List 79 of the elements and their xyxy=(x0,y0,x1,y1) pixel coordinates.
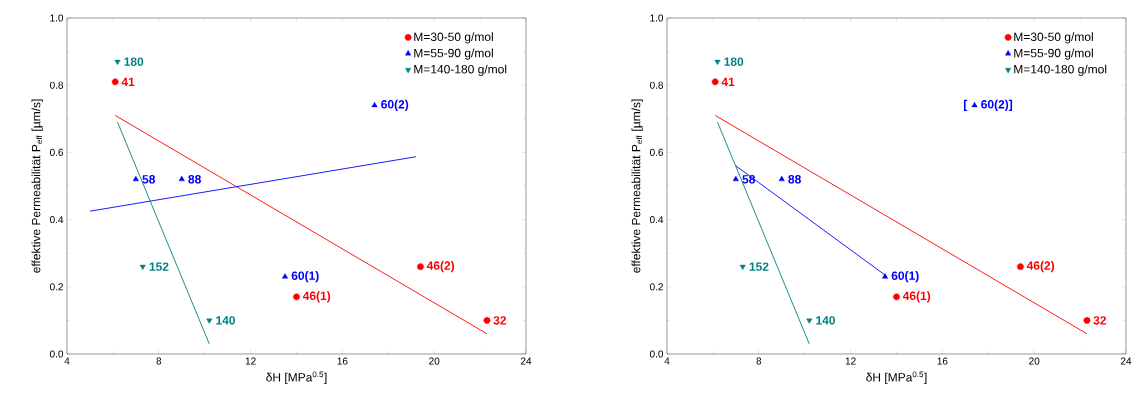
y-tick-label: 0.2 xyxy=(649,283,663,291)
point xyxy=(293,293,300,301)
x-tick-label: 20 xyxy=(1029,357,1040,365)
x-tick-label: 4 xyxy=(664,357,670,365)
annotation: 46(2) xyxy=(426,261,455,273)
point xyxy=(739,264,746,271)
y-tick-label: 0.8 xyxy=(649,81,664,89)
point xyxy=(417,263,424,271)
x-tick-label: 16 xyxy=(337,357,348,365)
legend-label: M=30-50 g/mol xyxy=(1014,32,1093,44)
legend-label: M=140-180 g/mol xyxy=(1014,64,1107,76)
x-tick-label: 8 xyxy=(156,357,162,365)
y-tick-label: 0.0 xyxy=(49,350,64,358)
point xyxy=(711,78,719,86)
annotation: [ xyxy=(964,99,968,111)
y-tick-label: 0.4 xyxy=(49,216,64,224)
x-tick-label: 16 xyxy=(937,357,948,365)
y-tick-label: 0.6 xyxy=(649,148,664,156)
annotation: 60(2)] xyxy=(981,99,1013,111)
point xyxy=(732,175,739,182)
x-tick-label: 24 xyxy=(520,357,532,365)
legend-label: M=55-90 g/mol xyxy=(1014,48,1093,60)
y-axis-title: effektive Permeabilität P$_{eff}$ [µm/s] xyxy=(31,99,43,273)
y-tick-label: 0.0 xyxy=(649,350,664,358)
point xyxy=(1083,316,1091,324)
point xyxy=(806,318,813,324)
annotation: 46(2) xyxy=(1026,261,1055,273)
annotation: 32 xyxy=(1093,316,1107,325)
y-tick-label: 1.0 xyxy=(650,14,664,22)
point xyxy=(483,316,491,324)
annotation: 58 xyxy=(142,175,156,184)
point xyxy=(882,273,888,279)
y-tick-label: 1.0 xyxy=(50,14,64,22)
point xyxy=(132,175,139,182)
y-tick-label: 0.2 xyxy=(49,283,63,291)
x-tick-label: 20 xyxy=(429,357,440,365)
annotation: 88 xyxy=(188,175,201,184)
y-axis-title: effektive Permeabilität P$_{eff}$ [µm/s] xyxy=(631,99,643,273)
point xyxy=(282,273,289,279)
point xyxy=(778,175,785,182)
point xyxy=(893,293,900,301)
point xyxy=(139,264,146,271)
y-tick-label: 0.4 xyxy=(649,216,664,224)
annotation: 41 xyxy=(121,77,135,86)
annotation: 41 xyxy=(721,77,735,86)
annotation: 88 xyxy=(788,175,801,184)
annotation: 140 xyxy=(216,316,236,325)
legend-label: M=30-50 g/mol xyxy=(414,32,493,44)
point xyxy=(371,101,378,108)
x-axis-title: δH [MPa$^{0.5}$] xyxy=(866,371,927,384)
legend-label: M=140-180 g/mol xyxy=(414,64,507,76)
annotation: 60(1) xyxy=(891,271,919,283)
y-tick-label: 0.8 xyxy=(49,81,64,89)
point xyxy=(178,175,185,182)
annotation: 152 xyxy=(149,262,169,271)
annotation: 60(2) xyxy=(381,99,409,111)
point xyxy=(114,59,121,66)
y-tick-label: 0.6 xyxy=(49,148,64,156)
annotation: 58 xyxy=(742,175,756,184)
point xyxy=(1017,263,1024,271)
point xyxy=(206,318,213,324)
x-tick-label: 24 xyxy=(1120,357,1132,365)
x-tick-label: 8 xyxy=(756,357,762,365)
point xyxy=(971,101,978,108)
annotation: 152 xyxy=(749,262,769,271)
annotation: 32 xyxy=(493,316,507,325)
annotation: 46(1) xyxy=(302,291,331,303)
x-tick-label: 4 xyxy=(64,357,70,365)
point xyxy=(714,59,721,66)
x-tick-label: 12 xyxy=(245,357,256,365)
annotation: 46(1) xyxy=(902,291,931,303)
annotation: 140 xyxy=(816,316,836,325)
legend-label: M=55-90 g/mol xyxy=(414,48,493,60)
point xyxy=(111,78,119,86)
x-tick-label: 12 xyxy=(845,357,856,365)
annotation: 60(1) xyxy=(291,271,319,283)
x-axis-title: δH [MPa$^{0.5}$] xyxy=(266,371,327,384)
annotation: 180 xyxy=(724,57,744,66)
annotation: 180 xyxy=(124,57,144,66)
